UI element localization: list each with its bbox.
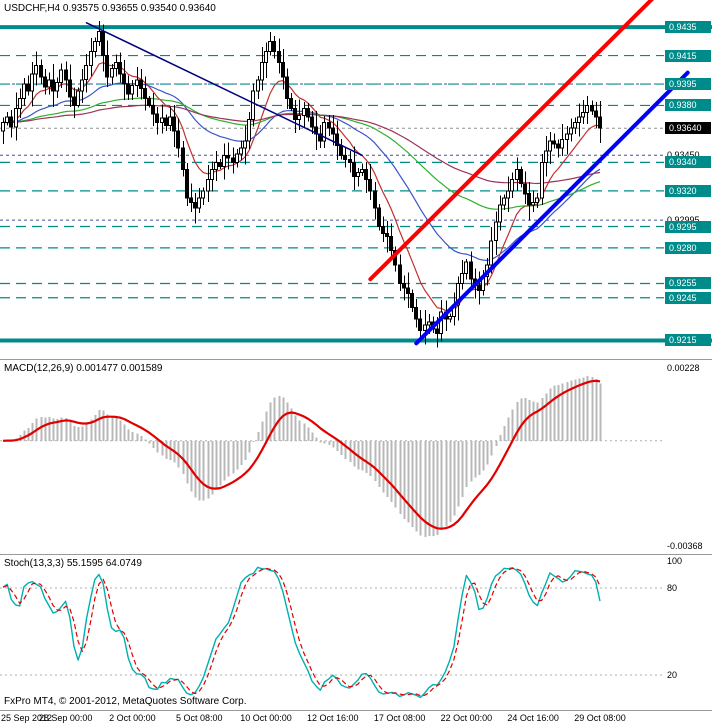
- trend-line: [85, 22, 363, 157]
- moving-average-line: [2, 82, 601, 262]
- stochastic-axis-tick: 80: [667, 583, 678, 593]
- price-level-label: 0.9340: [665, 156, 711, 169]
- stochastic-main-line: [2, 566, 601, 699]
- price-level-label: 0.9395: [665, 78, 711, 91]
- terminal-copyright: FxPro MT4, © 2001-2012, MetaQuotes Softw…: [4, 696, 247, 707]
- macd-indicator-title: MACD(12,26,9) 0.001477 0.001589: [4, 363, 163, 374]
- time-axis-label: 12 Oct 16:00: [307, 713, 359, 723]
- time-axis-label: 5 Oct 08:00: [175, 713, 223, 723]
- stochastic-axis-tick: 20: [667, 670, 678, 680]
- candlestick-series: [1, 20, 602, 348]
- stochastic-axis-tick: 100: [667, 556, 683, 566]
- macd-axis-tick: 0.00228: [667, 363, 700, 373]
- time-axis-label: 29 Oct 08:00: [574, 713, 626, 723]
- price-level-label: 0.9215: [665, 334, 711, 347]
- price-level-label: 0.9435: [665, 21, 711, 34]
- time-axis-label: 28 Sep 00:00: [38, 713, 93, 723]
- chart-title: USDCHF,H4 0.93575 0.93655 0.93540 0.9364…: [4, 3, 216, 14]
- price-level-label: 0.9255: [665, 277, 711, 290]
- time-axis-label: 17 Oct 08:00: [373, 713, 426, 723]
- trend-line: [414, 70, 690, 346]
- moving-average-line: [2, 104, 601, 185]
- time-axis-label: 24 Oct 16:00: [507, 713, 559, 723]
- current-price-label: 0.93640: [665, 122, 711, 135]
- time-axis-label: 22 Oct 00:00: [440, 713, 493, 723]
- price-level-label: 0.9415: [665, 49, 711, 62]
- stochastic-signal-line: [2, 567, 601, 697]
- price-level-label: 0.9295: [665, 220, 711, 233]
- price-level-label: 0.9380: [665, 99, 711, 112]
- macd-histogram: [6, 376, 602, 537]
- macd-axis-tick: -0.00368: [667, 541, 703, 551]
- time-axis-label: 2 Oct 00:00: [109, 713, 156, 723]
- price-axis-tick: 0.93450: [667, 150, 700, 161]
- price-axis-tick: 0.92995: [667, 215, 700, 225]
- time-axis-label: 10 Oct 00:00: [240, 713, 292, 723]
- trend-line: [368, 0, 654, 282]
- time-axis-label: 25 Sep 2012: [1, 713, 53, 723]
- price-level-label: 0.9280: [665, 241, 711, 254]
- macd-signal-line: [2, 379, 601, 530]
- stochastic-indicator-title: Stoch(13,3,3) 55.1595 64.0749: [4, 558, 142, 569]
- price-level-label: 0.9320: [665, 184, 711, 197]
- price-level-label: 0.9245: [665, 291, 711, 304]
